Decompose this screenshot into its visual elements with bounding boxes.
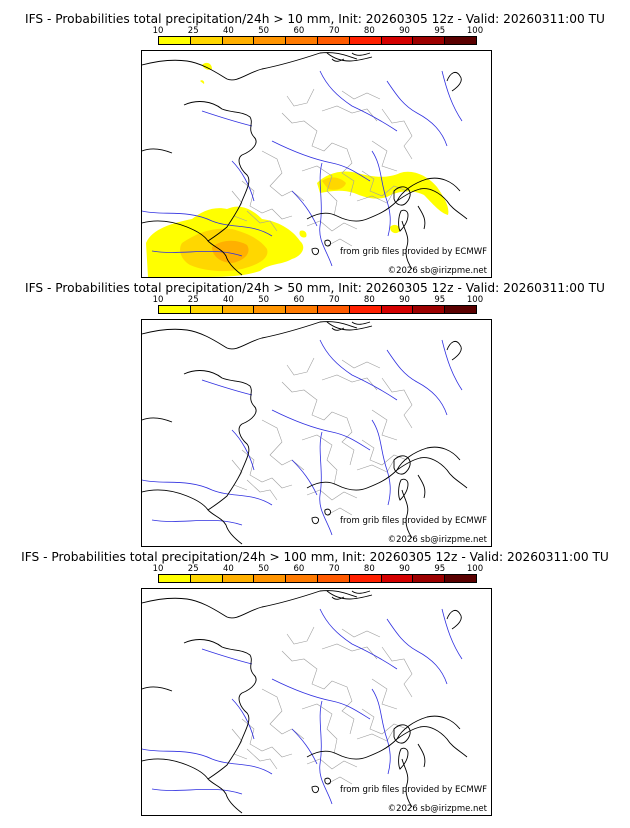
colorbar-segment bbox=[349, 37, 382, 44]
colorbar-tick-label: 90 bbox=[399, 26, 410, 36]
colorbar-tick-label: 90 bbox=[399, 564, 410, 574]
colorbar-segment bbox=[222, 306, 255, 313]
colorbar-segment bbox=[190, 306, 223, 313]
map: from grib files provided by ECMWF ©2026 … bbox=[141, 588, 492, 816]
colorbar-tick-label: 50 bbox=[258, 26, 270, 36]
colorbar-tick-label: 70 bbox=[328, 564, 340, 574]
colorbar-tick-label: 80 bbox=[363, 26, 375, 36]
colorbar-tick-label: 70 bbox=[328, 295, 340, 305]
colorbar-tick-label: 100 bbox=[466, 564, 484, 574]
colorbar-tick-label: 25 bbox=[187, 295, 199, 305]
colorbar-tick-label: 95 bbox=[434, 564, 446, 574]
colorbar-segment bbox=[190, 575, 223, 582]
forecast-panel-2: IFS - Probabilities total precipitation/… bbox=[0, 269, 630, 547]
colorbar-segment bbox=[286, 37, 318, 44]
colorbar-segment bbox=[381, 575, 414, 582]
colorbar-tick-label: 25 bbox=[187, 26, 199, 36]
colorbar-tick-label: 80 bbox=[363, 564, 375, 574]
colorbar-segment bbox=[349, 575, 382, 582]
colorbar-segment bbox=[413, 306, 446, 313]
colorbar-tick-label: 100 bbox=[466, 26, 484, 36]
admin-borders bbox=[231, 357, 413, 516]
colorbar-segment bbox=[254, 37, 287, 44]
colorbar-tick-label: 80 bbox=[363, 295, 375, 305]
coastline bbox=[142, 590, 468, 814]
rivers bbox=[142, 339, 463, 536]
admin-borders bbox=[231, 88, 413, 247]
colorbar-segment bbox=[159, 575, 191, 582]
precipitation-probability-area bbox=[146, 62, 449, 277]
colorbar-segment bbox=[413, 575, 446, 582]
probability-colorbar bbox=[158, 36, 477, 45]
copyright-credit: ©2026 sb@irizpme.net bbox=[387, 535, 487, 545]
copyright-credit: ©2026 sb@irizpme.net bbox=[387, 266, 487, 276]
copyright-credit: ©2026 sb@irizpme.net bbox=[387, 804, 487, 814]
rivers bbox=[142, 608, 463, 805]
colorbar-tick-label: 60 bbox=[293, 295, 305, 305]
colorbar-segment bbox=[381, 306, 414, 313]
colorbar-tick-label: 60 bbox=[293, 564, 305, 574]
map-drawing bbox=[142, 590, 468, 814]
colorbar-labels: 10 25 40 50 60 70 80 90 95 100 bbox=[0, 295, 630, 305]
colorbar-segment bbox=[349, 306, 382, 313]
colorbar-segment bbox=[317, 306, 350, 313]
forecast-panel-1: IFS - Probabilities total precipitation/… bbox=[0, 0, 630, 278]
map-drawing bbox=[142, 52, 468, 277]
colorbar-labels: 10 25 40 50 60 70 80 90 95 100 bbox=[0, 26, 630, 36]
panel-title: IFS - Probabilities total precipitation/… bbox=[25, 281, 605, 295]
panel-title: IFS - Probabilities total precipitation/… bbox=[21, 550, 609, 564]
colorbar-segment bbox=[317, 37, 350, 44]
probability-colorbar bbox=[158, 574, 477, 583]
colorbar-tick-label: 10 bbox=[152, 295, 164, 305]
colorbar-tick-label: 95 bbox=[434, 295, 446, 305]
colorbar-segment bbox=[445, 306, 476, 313]
colorbar-segment bbox=[286, 575, 318, 582]
colorbar-segment bbox=[159, 306, 191, 313]
colorbar-segment bbox=[445, 37, 476, 44]
colorbar-segment bbox=[159, 37, 191, 44]
forecast-panel-3: IFS - Probabilities total precipitation/… bbox=[0, 538, 630, 816]
colorbar-segment bbox=[222, 37, 255, 44]
admin-borders bbox=[231, 626, 413, 785]
colorbar-tick-label: 40 bbox=[223, 26, 234, 36]
panel-title: IFS - Probabilities total precipitation/… bbox=[25, 12, 605, 26]
colorbar-segment bbox=[381, 37, 414, 44]
coastline bbox=[142, 321, 468, 545]
map-drawing bbox=[142, 321, 468, 545]
colorbar-tick-label: 60 bbox=[293, 26, 305, 36]
data-source-credit: from grib files provided by ECMWF bbox=[340, 247, 487, 257]
colorbar-tick-label: 25 bbox=[187, 564, 199, 574]
colorbar-segment bbox=[413, 37, 446, 44]
colorbar-tick-label: 95 bbox=[434, 26, 446, 36]
rivers bbox=[142, 70, 463, 267]
colorbar-tick-label: 10 bbox=[152, 564, 164, 574]
colorbar-tick-label: 50 bbox=[258, 564, 270, 574]
colorbar-tick-label: 70 bbox=[328, 26, 340, 36]
map: from grib files provided by ECMWF ©2026 … bbox=[141, 50, 492, 278]
colorbar-segment bbox=[317, 575, 350, 582]
colorbar-tick-label: 50 bbox=[258, 295, 270, 305]
colorbar-segment bbox=[254, 306, 287, 313]
colorbar-segment bbox=[254, 575, 287, 582]
coastline bbox=[142, 52, 468, 276]
colorbar-tick-label: 100 bbox=[466, 295, 484, 305]
colorbar-labels: 10 25 40 50 60 70 80 90 95 100 bbox=[0, 564, 630, 574]
data-source-credit: from grib files provided by ECMWF bbox=[340, 516, 487, 526]
colorbar-tick-label: 10 bbox=[152, 26, 164, 36]
data-source-credit: from grib files provided by ECMWF bbox=[340, 785, 487, 795]
map: from grib files provided by ECMWF ©2026 … bbox=[141, 319, 492, 547]
colorbar-segment bbox=[286, 306, 318, 313]
colorbar-segment bbox=[222, 575, 255, 582]
colorbar-segment bbox=[445, 575, 476, 582]
probability-colorbar bbox=[158, 305, 477, 314]
colorbar-tick-label: 40 bbox=[223, 564, 234, 574]
colorbar-tick-label: 90 bbox=[399, 295, 410, 305]
colorbar-tick-label: 40 bbox=[223, 295, 234, 305]
colorbar-segment bbox=[190, 37, 223, 44]
